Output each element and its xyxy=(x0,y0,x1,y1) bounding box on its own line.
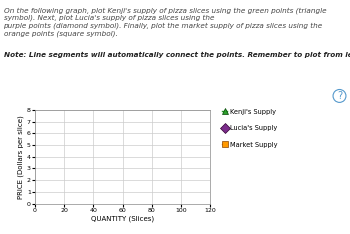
Text: On the following graph, plot Kenji's supply of pizza slices using the green poin: On the following graph, plot Kenji's sup… xyxy=(4,7,326,37)
Legend: Kenji's Supply, Lucia's Supply, Market Supply: Kenji's Supply, Lucia's Supply, Market S… xyxy=(222,109,278,148)
Y-axis label: PRICE (Dollars per slice): PRICE (Dollars per slice) xyxy=(18,115,24,199)
Text: Note: Line segments will automatically connect the points. Remember to plot from: Note: Line segments will automatically c… xyxy=(4,51,350,58)
X-axis label: QUANTITY (Slices): QUANTITY (Slices) xyxy=(91,216,154,222)
Text: ?: ? xyxy=(337,91,342,101)
